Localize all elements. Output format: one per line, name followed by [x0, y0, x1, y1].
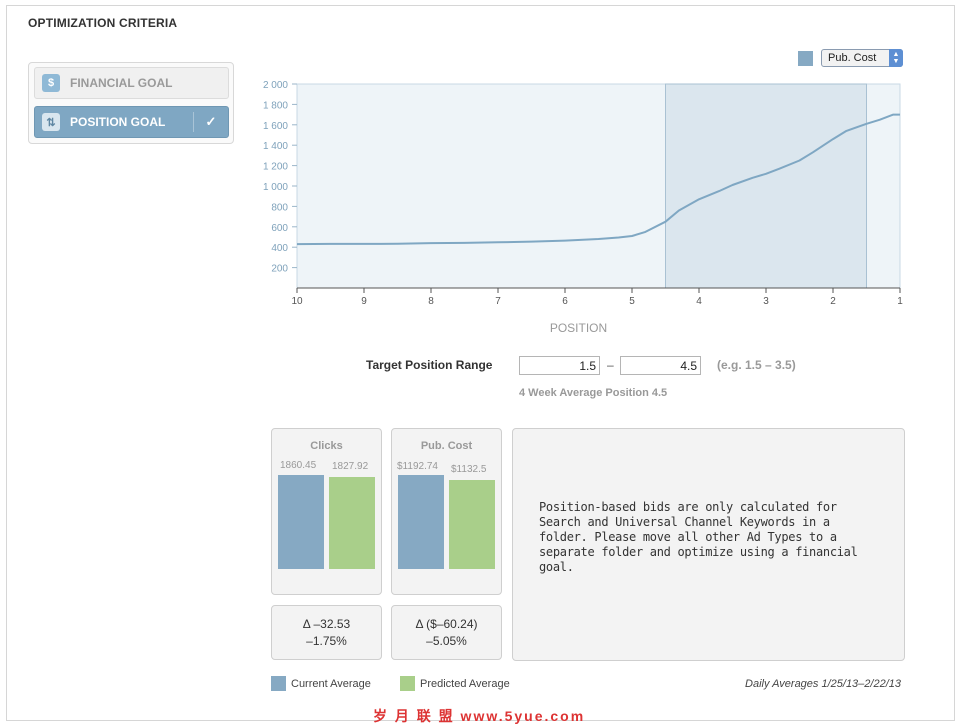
y-tick-label: 1 800 — [263, 100, 288, 111]
clicks-title: Clicks — [310, 440, 343, 452]
select-arrows-icon: ▲ ▼ — [889, 49, 903, 67]
clicks-current-bar — [278, 475, 324, 569]
y-tick-label: 400 — [271, 243, 288, 254]
x-tick-label: 10 — [291, 296, 303, 307]
pub-cost-current-bar — [398, 475, 444, 569]
average-position-note: 4 Week Average Position 4.5 — [519, 387, 668, 399]
info-message: Position-based bids are only calculated … — [539, 500, 858, 574]
goal-selector: $ FINANCIAL GOAL ⇅ POSITION GOAL ✓ — [28, 62, 234, 144]
pub-cost-predicted-bar — [449, 479, 495, 569]
financial-goal-label: FINANCIAL GOAL — [70, 76, 173, 90]
y-tick-label: 200 — [271, 264, 288, 275]
pub-cost-delta-box: Δ ($–60.24) –5.05% — [391, 605, 502, 660]
y-tick-label: 1 400 — [263, 141, 288, 152]
series-swatch — [798, 50, 813, 66]
target-range-max-input[interactable] — [620, 356, 701, 375]
x-axis-label: POSITION — [550, 321, 607, 335]
x-tick-label: 4 — [696, 296, 702, 307]
info-message-box — [512, 428, 905, 661]
position-chart: 2 000 1 800 1 600 1 400 1 200 1 000 800 600 400 2… — [263, 80, 903, 335]
y-tick-label: 1 200 — [263, 162, 288, 173]
metric-select[interactable]: Pub. Cost ▲ ▼ — [821, 49, 903, 67]
y-tick-label: 2 000 — [263, 80, 288, 91]
x-tick-label: 6 — [562, 296, 568, 307]
range-separator: – — [607, 358, 614, 372]
position-arrows-icon: ⇅ — [42, 113, 60, 131]
predicted-swatch — [400, 676, 415, 691]
series-line — [296, 113, 900, 246]
target-range-label: Target Position Range — [366, 358, 493, 372]
x-tick-label: 1 — [897, 296, 903, 307]
range-example: (e.g. 1.5 – 3.5) — [717, 358, 796, 372]
clicks-delta-box: Δ –32.53 –1.75% — [271, 605, 382, 660]
section-title: OPTIMIZATION CRITERIA — [28, 16, 178, 30]
legend-predicted-label: Predicted Average — [420, 677, 510, 690]
legend-predicted: Predicted Average — [400, 676, 510, 691]
x-tick-label: 3 — [763, 296, 769, 307]
dollar-sign-icon: $ — [42, 74, 60, 92]
target-range-highlight — [665, 83, 867, 289]
pub-cost-delta-pct: –5.05% — [426, 634, 467, 648]
daily-averages-note: Daily Averages 1/25/13–2/22/13 — [745, 678, 901, 690]
clicks-delta: Δ –32.53 — [302, 617, 351, 631]
position-goal-button[interactable]: ⇅ POSITION GOAL ✓ — [34, 106, 229, 138]
position-goal-label: POSITION GOAL — [70, 115, 166, 129]
y-tick-label: 800 — [271, 202, 288, 213]
target-range-min-input[interactable] — [519, 356, 600, 375]
clicks-predicted-value: 1827.92 — [332, 461, 369, 472]
pub-cost-predicted-value: $1132.5 — [451, 464, 487, 475]
checkmark-icon: ✓ — [193, 112, 228, 132]
metric-select-value: Pub. Cost — [828, 52, 877, 64]
x-tick-label: 9 — [361, 296, 367, 307]
y-tick-label: 1 000 — [263, 182, 288, 193]
current-swatch — [271, 676, 286, 691]
watermark: 岁 月 联 盟 www.5yue.com — [373, 708, 586, 724]
pub-cost-chart-box: Pub. Cost $1192.74 $1132.5 — [391, 428, 502, 595]
y-tick-label: 600 — [271, 223, 288, 234]
clicks-delta-pct: –1.75% — [306, 634, 347, 648]
legend-current: Current Average — [271, 676, 371, 691]
pub-cost-current-value: $1192.74 — [397, 461, 438, 472]
x-tick-label: 8 — [428, 296, 434, 307]
clicks-predicted-bar — [329, 476, 375, 569]
y-tick-label: 1 600 — [263, 121, 288, 132]
pub-cost-title: Pub. Cost — [420, 440, 473, 452]
x-tick-label: 2 — [830, 296, 836, 307]
financial-goal-button[interactable]: $ FINANCIAL GOAL — [34, 67, 229, 99]
legend-current-label: Current Average — [291, 677, 371, 690]
chart-legend: Pub. Cost ▲ ▼ — [798, 49, 903, 67]
x-tick-label: 5 — [629, 296, 635, 307]
pub-cost-delta: Δ ($–60.24) — [415, 617, 478, 631]
x-tick-label: 7 — [495, 296, 501, 307]
clicks-current-value: 1860.45 — [280, 460, 317, 471]
clicks-chart-box: Clicks 1860.45 1827.92 — [271, 428, 382, 595]
